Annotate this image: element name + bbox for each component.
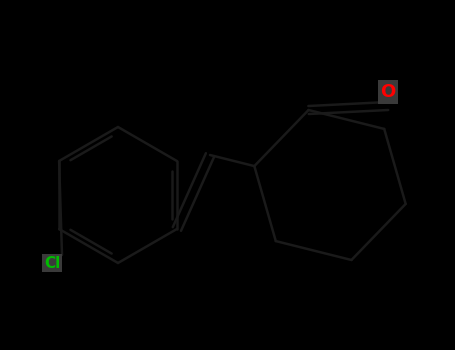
Text: O: O (380, 83, 396, 101)
Text: Cl: Cl (44, 256, 60, 271)
